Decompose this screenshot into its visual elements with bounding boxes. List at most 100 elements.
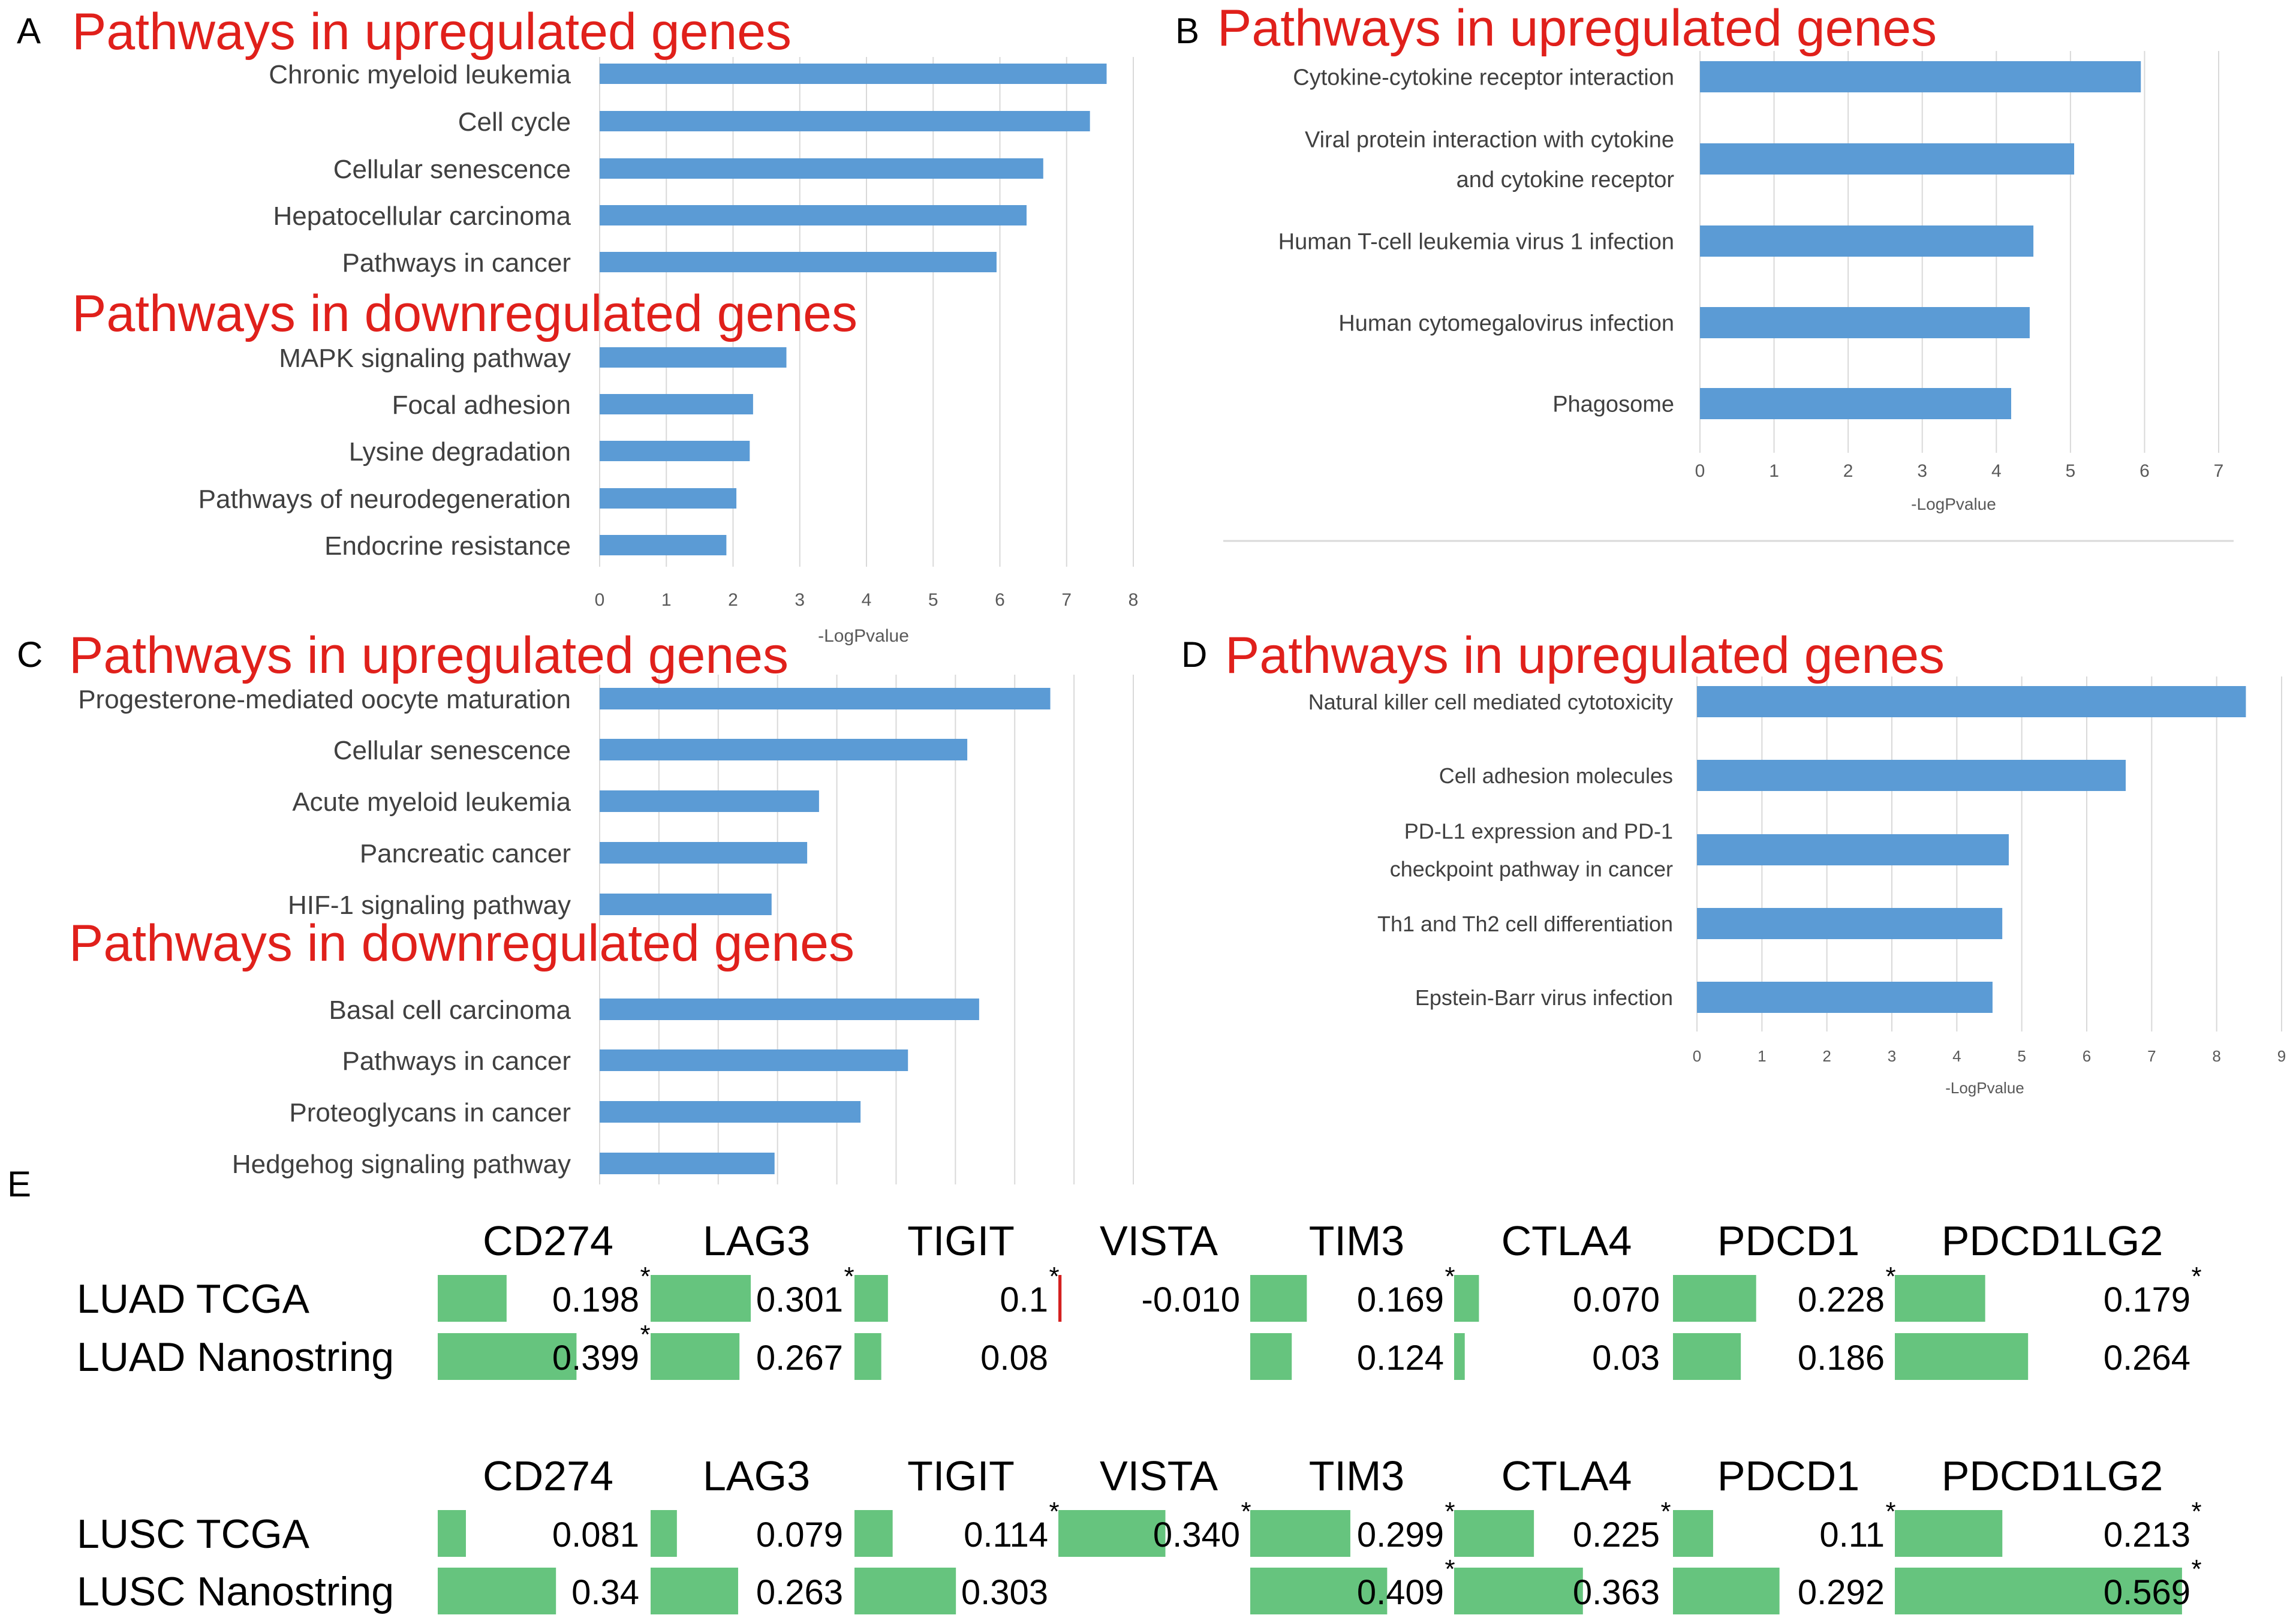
x-tick-label: 0 (1695, 461, 1705, 481)
panel-e-table: CD274 LAG3 TIGIT VISTA TIM3 CTLA4 PDCD1 PDCD1LG… (77, 1217, 2202, 1614)
bar (600, 64, 1107, 84)
significance-marker: * (2191, 1554, 2201, 1584)
x-tick-label: 7 (1061, 590, 1072, 610)
significance-marker: * (1445, 1554, 1455, 1584)
category-label: Hepatocellular carcinoma (273, 202, 571, 231)
bar (600, 252, 997, 272)
panel-c-labels: Progesterone-mediated oocyte maturation C… (78, 685, 571, 1179)
bar (1697, 908, 2003, 939)
correlation-bar (651, 1275, 751, 1322)
correlation-value: 0.301 (756, 1280, 843, 1319)
column-header: TIM3 (1309, 1452, 1404, 1499)
panel-b-xlabel: -LogPvalue (1911, 495, 1996, 513)
bar (600, 1049, 908, 1071)
category-label: Natural killer cell mediated cytotoxicit… (1308, 690, 1673, 714)
panel-a-labels: Chronic myeloid leukemia Cell cycle Cellul… (198, 60, 571, 561)
correlation-value: 0.228 (1798, 1280, 1885, 1319)
x-tick-label: 6 (2083, 1047, 2091, 1065)
category-label: Cytokine-cytokine receptor interaction (1293, 65, 1674, 91)
x-tick-label: 3 (795, 590, 805, 610)
correlation-value: 0.292 (1798, 1573, 1885, 1612)
correlation-bar (1895, 1510, 2003, 1557)
panel-letter-d: D (1181, 634, 1207, 675)
correlation-bar (1250, 1275, 1307, 1322)
panel-b-labels: Cytokine-cytokine receptor interaction Vi… (1278, 65, 1675, 417)
bar (600, 688, 1051, 709)
panel-letter-a: A (17, 11, 41, 51)
row-label: LUAD TCGA (77, 1276, 310, 1322)
column-header: TIGIT (907, 1452, 1015, 1499)
correlation-bar (438, 1510, 466, 1557)
x-tick-label: 3 (1917, 461, 1927, 481)
correlation-value: 0.303 (961, 1573, 1048, 1612)
category-label: Proteoglycans in cancer (289, 1098, 571, 1127)
category-label: HIF-1 signaling pathway (288, 891, 571, 920)
significance-marker: * (640, 1262, 650, 1291)
correlation-value: 0.179 (2104, 1280, 2190, 1319)
category-label: Human T-cell leukemia virus 1 infection (1278, 230, 1674, 255)
category-label: Epstein-Barr virus infection (1415, 985, 1673, 1010)
correlation-bar (1250, 1333, 1292, 1380)
category-label: Basal cell carcinoma (329, 996, 571, 1025)
panel-b-ticks: 0 1 2 3 4 5 6 7 (1695, 461, 2224, 481)
correlation-value: 0.114 (964, 1515, 1048, 1554)
correlation-value: 0.299 (1357, 1515, 1444, 1554)
panel-d-labels: Natural killer cell mediated cytotoxicit… (1308, 690, 1673, 1010)
category-label: Focal adhesion (392, 390, 571, 420)
x-tick-label: 2 (1843, 461, 1853, 481)
panel-letter-c: C (17, 634, 43, 675)
correlation-value: 0.363 (1573, 1573, 1660, 1612)
bar (1700, 61, 2141, 92)
panel-a-bars (600, 64, 1107, 555)
panel-a-down-heading: Pathways in downregulated genes (72, 285, 857, 342)
panel-d-up-heading: Pathways in upregulated genes (1225, 627, 1945, 684)
significance-marker: * (1885, 1497, 1895, 1526)
panel-a-ticks: 0 1 2 3 4 5 6 7 8 (595, 590, 1139, 610)
correlation-bar (1250, 1568, 1388, 1614)
bar (1700, 225, 2034, 257)
panel-c: C Pathways in upregulated genes Pathways… (17, 627, 1134, 1184)
significance-marker: * (1445, 1497, 1455, 1526)
correlation-bar (854, 1510, 893, 1557)
significance-marker: * (2191, 1497, 2201, 1526)
panel-d-bars (1697, 686, 2246, 1013)
panel-a: A Pathways in upregulated genes Pathways… (17, 3, 1138, 646)
bar (600, 739, 968, 760)
x-tick-label: 4 (1991, 461, 2002, 481)
correlation-value: 0.169 (1357, 1280, 1444, 1319)
correlation-bar (651, 1333, 740, 1380)
correlation-value: 0.186 (1798, 1339, 1885, 1378)
category-label: MAPK signaling pathway (279, 344, 571, 373)
x-tick-label: 7 (2214, 461, 2224, 481)
negative-bar (1058, 1275, 1062, 1322)
x-tick-label: 7 (2147, 1047, 2156, 1065)
correlation-bar (1454, 1275, 1479, 1322)
correlation-bar (1673, 1333, 1741, 1380)
panel-a-grid (599, 57, 1134, 567)
correlation-bar (1454, 1568, 1583, 1614)
category-label: Th1 and Th2 cell differentiation (1377, 912, 1673, 936)
x-tick-label: 0 (595, 590, 605, 610)
column-header: PDCD1 (1717, 1452, 1859, 1499)
correlation-bar (1454, 1333, 1465, 1380)
significance-marker: * (1445, 1262, 1455, 1291)
column-header: CD274 (483, 1452, 613, 1499)
correlation-value: 0.225 (1573, 1515, 1660, 1554)
bar (600, 842, 808, 864)
category-label: Lysine degradation (349, 437, 571, 467)
panel-letter-e: E (7, 1164, 31, 1204)
significance-marker: * (1885, 1262, 1895, 1291)
bar (600, 111, 1090, 131)
correlation-bar (1250, 1510, 1350, 1557)
column-header: CTLA4 (1501, 1217, 1632, 1264)
x-tick-label: 4 (862, 590, 872, 610)
bar (600, 894, 772, 915)
x-tick-label: 4 (1952, 1047, 1961, 1065)
category-label: Phagosome (1552, 392, 1674, 417)
bar (1697, 760, 2126, 791)
x-tick-label: 1 (661, 590, 672, 610)
correlation-bar (1895, 1568, 2182, 1614)
correlation-value: 0.409 (1357, 1573, 1444, 1612)
row-label: LUSC Nanostring (77, 1569, 394, 1614)
